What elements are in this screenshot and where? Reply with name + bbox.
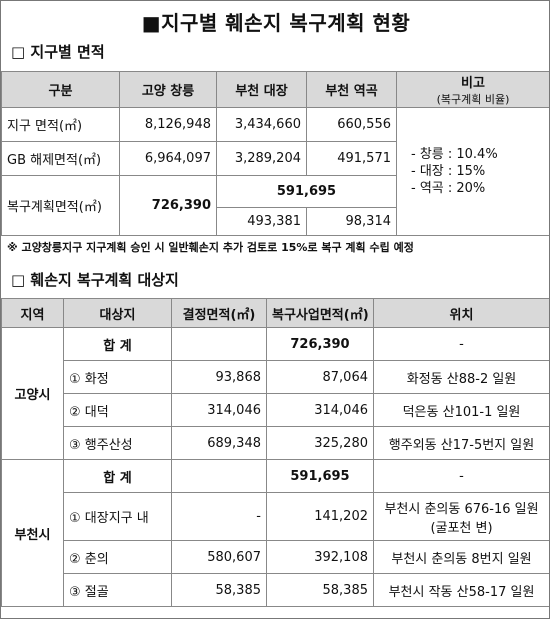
remark-line: - 대장 : 15% bbox=[411, 164, 486, 179]
table-row: ② 춘의 580,607 392,108 부천시 춘의동 8번지 일원 bbox=[2, 540, 549, 574]
location-line: 행주외동 산17-5번지 일원 bbox=[388, 437, 535, 453]
location-cell: - bbox=[373, 327, 549, 361]
header-cell: 부천 역곡 bbox=[306, 71, 397, 108]
cell-value: 591,695 bbox=[266, 459, 374, 493]
table-row: ① 대장지구 내 -141,202 부천시 춘의동 676-16 일원 (굴포천 변) bbox=[2, 492, 549, 541]
cell-value: 314,046 bbox=[171, 393, 267, 427]
site-table: 지역 대상지 결정면적(㎡) 복구사업면적(㎡) 위치 고양시 합 계 726,390- ① 화… bbox=[1, 298, 549, 607]
header-line: 비고 bbox=[461, 76, 485, 91]
site-cell: 합 계 bbox=[63, 459, 172, 493]
cell-value: 58,385 bbox=[171, 573, 267, 607]
header-cell: 부천 대장 bbox=[216, 71, 307, 108]
location-line: - bbox=[459, 336, 464, 352]
table-row: 지구 면적(㎡) 8,126,948 3,434,660 660,556- 창릉 : … bbox=[1, 107, 549, 236]
cell-value: 491,571 bbox=[306, 141, 397, 176]
header-cell: 복구사업면적(㎡) bbox=[266, 298, 374, 328]
site-cell: ③ 절골 bbox=[63, 573, 172, 607]
header-cell: 위치 bbox=[373, 298, 549, 328]
site-cell: ① 화정 bbox=[63, 360, 172, 394]
cell-value: 87,064 bbox=[266, 360, 374, 394]
site-cell: ② 춘의 bbox=[63, 540, 172, 574]
location-cell: 화정동 산88-2 일원 bbox=[373, 360, 549, 394]
cell-value: 580,607 bbox=[171, 540, 267, 574]
remark-line: - 역곡 : 20% bbox=[411, 181, 486, 196]
section-heading: □ 훼손지 복구계획 대상지 bbox=[11, 271, 179, 289]
table-row: 복구계획면적(㎡) 726,390 591,695 bbox=[1, 175, 550, 236]
location-cell: - bbox=[373, 459, 549, 493]
location-cell: 부천시 춘의동 8번지 일원 bbox=[373, 540, 549, 574]
table-row: GB 해제면적(㎡) 6,964,097 3,289,204 491,571 bbox=[1, 141, 550, 176]
location-cell: 부천시 작동 산58-17 일원 bbox=[373, 573, 549, 607]
cell-value: 726,390 bbox=[266, 327, 374, 361]
site-cell: 합 계 bbox=[63, 327, 172, 361]
location-line: - bbox=[459, 468, 464, 484]
table-row: 구분 고양 창릉 부천 대장 부천 역곡 비고 (복구계획 비율) bbox=[1, 71, 549, 108]
table-row: 493,381 98,314 bbox=[2, 207, 550, 236]
table-row: ③ 절골 58,385 58,385 부천시 작동 산58-17 일원 bbox=[2, 573, 549, 607]
cell-value: 141,202 bbox=[266, 492, 374, 541]
section-heading: □ 지구별 면적 bbox=[11, 43, 105, 61]
location-line: 덕은동 산101-1 일원 bbox=[402, 404, 521, 420]
row-label: 지구 면적(㎡) bbox=[1, 107, 120, 142]
location-line: (굴포천 변) bbox=[430, 520, 493, 536]
cell-value bbox=[171, 459, 267, 493]
cell-value: 8,126,948 bbox=[119, 107, 217, 142]
header-cell: 고양 창릉 bbox=[119, 71, 217, 108]
cell-value: 93,868 bbox=[171, 360, 267, 394]
location-line: 부천시 춘의동 8번지 일원 bbox=[391, 551, 532, 567]
location-line: 부천시 작동 산58-17 일원 bbox=[388, 584, 535, 600]
table-row: ③ 행주산성 689,348 325,280 행주외동 산17-5번지 일원 bbox=[2, 426, 549, 460]
region-cell: 고양시 bbox=[1, 327, 64, 460]
cell-value: 325,280 bbox=[266, 426, 374, 460]
row-label: 복구계획면적(㎡) bbox=[1, 175, 120, 236]
cell-value: 3,289,204 bbox=[216, 141, 307, 176]
location-cell: 덕은동 산101-1 일원 bbox=[373, 393, 549, 427]
cell-value: 591,695 bbox=[216, 175, 397, 208]
cell-value: 6,964,097 bbox=[119, 141, 217, 176]
row-label: GB 해제면적(㎡) bbox=[1, 141, 120, 176]
cell-value: 392,108 bbox=[266, 540, 374, 574]
remark-cell: - 창릉 : 10.4% - 대장 : 15% - 역곡 : 20% bbox=[396, 107, 549, 236]
cell-value: 314,046 bbox=[266, 393, 374, 427]
remark-line: - 창릉 : 10.4% bbox=[411, 147, 498, 162]
location-line: 부천시 춘의동 676-16 일원 bbox=[384, 501, 539, 517]
header-cell: 구분 bbox=[1, 71, 120, 108]
header-cell: 비고 (복구계획 비율) bbox=[396, 71, 549, 108]
table-row: 고양시 합 계 726,390 - bbox=[1, 327, 549, 460]
header-cell: 대상지 bbox=[63, 298, 172, 328]
cell-value: 98,314 bbox=[306, 207, 397, 236]
table-row: ② 대덕 314,046 314,046 덕은동 산101-1 일원 bbox=[2, 393, 549, 427]
cell-value bbox=[171, 327, 267, 361]
cell-value: 3,434,660 bbox=[216, 107, 307, 142]
site-cell: ② 대덕 bbox=[63, 393, 172, 427]
cell-value: - bbox=[171, 492, 267, 541]
footnote: ※ 고양창릉지구 지구계획 승인 시 일반훼손지 추가 검토로 15%로 복구 … bbox=[7, 241, 414, 254]
table-row: 지역 대상지 결정면적(㎡) 복구사업면적(㎡) 위치 bbox=[1, 298, 549, 328]
table-row: 부천시 합 계 591,695- bbox=[1, 459, 549, 607]
cell-value: 58,385 bbox=[266, 573, 374, 607]
location-cell: 부천시 춘의동 676-16 일원 (굴포천 변) bbox=[373, 492, 549, 541]
header-line: (복구계획 비율) bbox=[436, 93, 510, 106]
site-cell: ① 대장지구 내 bbox=[63, 492, 172, 541]
table-row: ① 화정 93,868 87,064 화정동 산88-2 일원 bbox=[2, 360, 549, 394]
region-cell: 부천시 bbox=[1, 459, 64, 607]
site-cell: ③ 행주산성 bbox=[63, 426, 172, 460]
header-cell: 지역 bbox=[1, 298, 64, 328]
cell-value: 493,381 bbox=[216, 207, 307, 236]
header-cell: 결정면적(㎡) bbox=[171, 298, 267, 328]
cell-value: 689,348 bbox=[171, 426, 267, 460]
location-cell: 행주외동 산17-5번지 일원 bbox=[373, 426, 549, 460]
title: ■지구별 훼손지 복구계획 현황 bbox=[141, 11, 411, 35]
location-line: 화정동 산88-2 일원 bbox=[406, 371, 517, 387]
cell-value: 726,390 bbox=[119, 175, 217, 236]
cell-value: 660,556 bbox=[306, 107, 397, 142]
area-table: 구분 고양 창릉 부천 대장 부천 역곡 비고 (복구계획 비율) 지구 면적(㎡) 8,12… bbox=[1, 71, 550, 236]
